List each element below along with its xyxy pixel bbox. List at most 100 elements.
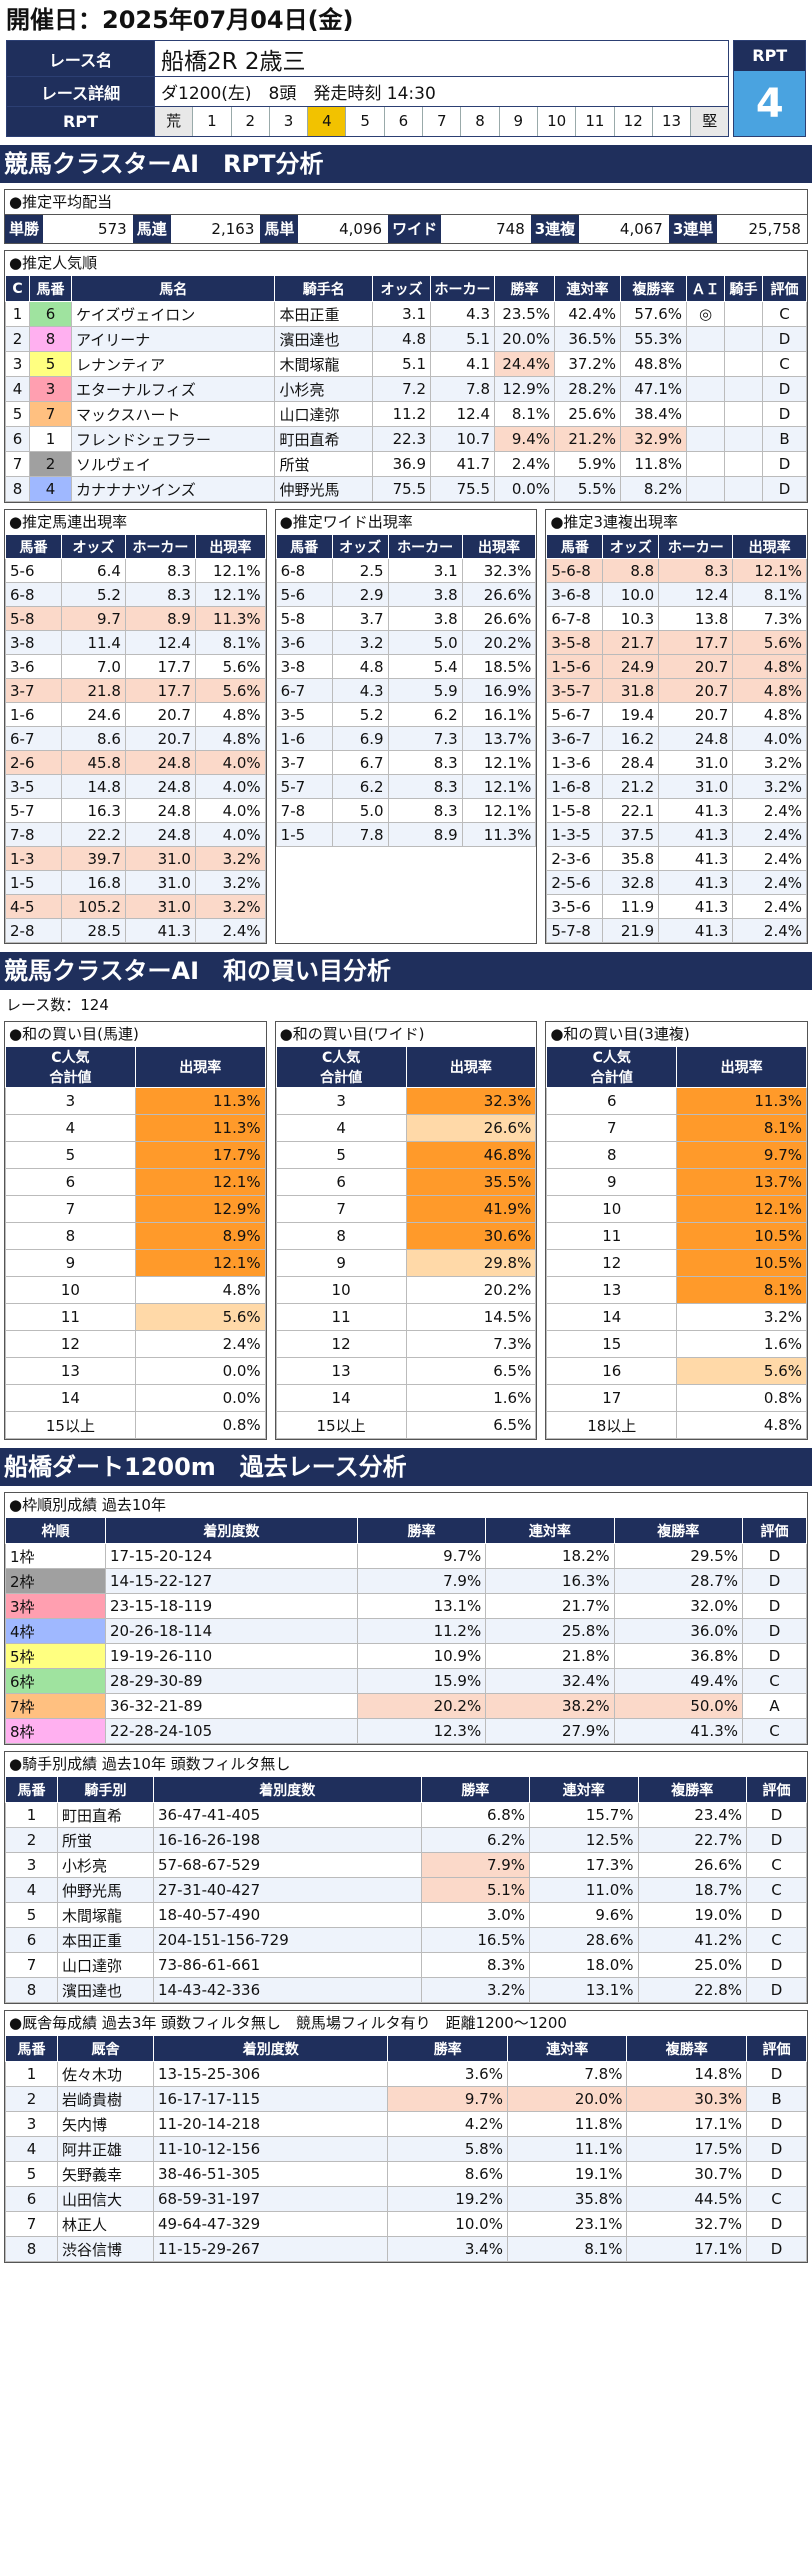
table-cell: C [746, 1877, 807, 1903]
race-info: レース名 船橋2R 2歳三 レース詳細 ダ1200(左) 8頭 発走時刻 14:… [6, 40, 806, 137]
table-cell: D [762, 401, 807, 427]
payout-label: 馬単 [260, 215, 299, 243]
table-header-cell: 馬番 [275, 534, 333, 559]
table-cell: 4.0% [194, 798, 266, 823]
table-cell: 1 [5, 2061, 58, 2087]
table-cell: レナンティア [70, 351, 276, 377]
table-cell: 15以上 [275, 1411, 407, 1439]
table-header-cell: 出現率 [194, 534, 266, 559]
table-cell: 25.0% [637, 1952, 748, 1978]
table-cell: 1-5-8 [546, 798, 604, 823]
table-cell: 5.1 [372, 351, 431, 377]
table-cell: 24.4% [494, 351, 555, 377]
table-cell: 31.0 [658, 774, 734, 799]
table-cell: 1-3-6 [546, 750, 604, 775]
table-header-cell: ホーカー [387, 534, 463, 559]
table-cell: 75.5 [372, 476, 431, 502]
heads-text: 8頭 [268, 84, 297, 104]
table-cell: 5-7 [275, 774, 333, 799]
table-cell: 41.3 [658, 798, 734, 823]
table-cell: 36-47-41-405 [153, 1802, 422, 1828]
table-cell: 29.8% [405, 1249, 537, 1277]
table-header-row: 枠順 着別度数 勝率 連対率 複勝率 評価 [5, 1517, 807, 1544]
table-cell: 20.0% [494, 326, 555, 352]
table-cell: 3 [5, 1852, 58, 1878]
table-cell: 20.7 [658, 654, 734, 679]
table-cell: 佐々木功 [57, 2061, 154, 2087]
table-cell: 2 [5, 1827, 58, 1853]
table-header-cell: 厩舎 [57, 2035, 154, 2062]
sanren-title: ●推定3連複出現率 [550, 513, 678, 531]
table-cell: 8.1% [676, 1114, 808, 1142]
table-cell: 32.7% [626, 2211, 747, 2237]
table-cell: 10.9% [356, 1643, 487, 1669]
race-detail: ダ1200(左) 8頭 発走時刻 14:30 [153, 76, 730, 107]
table-cell: 6.9 [331, 726, 389, 751]
table-cell: 25.6% [554, 401, 621, 427]
table-row: 6 12.1% [5, 1168, 266, 1196]
table-row: 1-3-6 28.4 31.0 3.2% [546, 750, 808, 775]
table-cell: カナナナツインズ [70, 476, 276, 502]
table-cell: 42.4% [554, 301, 621, 327]
table-cell: 仲野光馬 [274, 476, 373, 502]
table-cell: 14-43-42-336 [153, 1977, 422, 2003]
table-cell: 2.4% [494, 451, 555, 477]
table-cell: 20.7 [658, 702, 734, 727]
table-cell [724, 301, 763, 327]
table-cell: 2.4% [732, 870, 808, 895]
table-header-cell: 連対率 [506, 2035, 628, 2062]
table-cell: 17.7 [124, 678, 196, 703]
table-cell: 3.2% [194, 870, 266, 895]
table-cell: 44.5% [626, 2186, 747, 2212]
table-cell: 49-64-47-329 [152, 2211, 389, 2237]
table-row: 3 小杉亮 57-68-67-529 7.9% 17.3% 26.6% C [5, 1852, 807, 1878]
table-cell: 37.5 [602, 822, 660, 847]
table-cell: 3-5-7 [546, 678, 604, 703]
table-cell: 濱田達也 [274, 326, 373, 352]
table-cell: 7.0 [61, 654, 126, 679]
table-cell: 68-59-31-197 [152, 2186, 389, 2212]
table-cell: 17.3% [529, 1852, 639, 1878]
table-cell: 本田正重 [57, 1927, 154, 1953]
rpt-scale-cell: 8 [461, 107, 500, 136]
table-cell: D [742, 1593, 807, 1619]
table-cell: 木間塚龍 [57, 1902, 154, 1928]
table-cell: 4 [29, 476, 72, 502]
table-cell: 38.2% [485, 1693, 615, 1719]
table-cell: 渋谷信博 [57, 2236, 154, 2262]
table-cell: 8 [546, 1141, 678, 1169]
table-cell: 1-5 [5, 870, 62, 895]
table-cell: 3-5 [275, 702, 333, 727]
table-row: 7-8 22.2 24.8 4.0% [5, 822, 266, 847]
table-row: 3-6 7.0 17.7 5.6% [5, 654, 266, 679]
table-header-cell: 馬番 [5, 2035, 58, 2062]
table-cell: 7.9% [356, 1568, 487, 1594]
table-cell: 2-3-6 [546, 846, 604, 871]
table-header-cell: 出現率 [134, 1046, 266, 1088]
table-row: 6枠 28-29-30-89 15.9% 32.4% 49.4% C [5, 1668, 807, 1694]
table-row: 12 7.3% [275, 1330, 537, 1358]
table-cell: 24.8 [124, 822, 196, 847]
table-cell: 6.2% [420, 1827, 531, 1853]
table-cell: 12.1% [134, 1168, 266, 1196]
table-cell: 5.6% [676, 1357, 808, 1385]
table-cell: 19.0% [637, 1902, 748, 1928]
table-cell: 11.9 [602, 894, 660, 919]
header-date: 開催日：2025年07月04日(金) [6, 6, 354, 34]
table-cell: 22.7% [637, 1827, 748, 1853]
table-header-cell: ホーカー [124, 534, 196, 559]
table-cell: 5 [5, 401, 30, 427]
table-row: 10 4.8% [5, 1276, 266, 1304]
table-cell: 17.5% [626, 2136, 747, 2162]
table-cell: 57-68-67-529 [153, 1852, 422, 1878]
table-row: 3-7 6.7 8.3 12.1% [275, 750, 537, 775]
table-cell: 3-7 [275, 750, 333, 775]
rpt-scale-cell: 堅 [691, 107, 729, 136]
table-cell: 12.1% [676, 1195, 808, 1223]
table-cell: 21.2 [602, 774, 660, 799]
table-cell: 13.1% [529, 1977, 639, 2003]
table-header-cell: 複勝率 [613, 1517, 744, 1544]
table-row: 3 32.3% [275, 1087, 537, 1115]
table-cell: 36-32-21-89 [105, 1693, 358, 1719]
table-row: 7-8 5.0 8.3 12.1% [275, 798, 537, 823]
